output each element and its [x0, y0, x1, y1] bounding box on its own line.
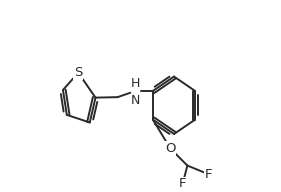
Text: S: S — [74, 66, 83, 79]
Text: N: N — [131, 94, 140, 107]
Text: H: H — [131, 77, 140, 90]
Text: O: O — [165, 142, 175, 155]
Text: F: F — [179, 177, 186, 190]
Text: F: F — [205, 168, 212, 181]
